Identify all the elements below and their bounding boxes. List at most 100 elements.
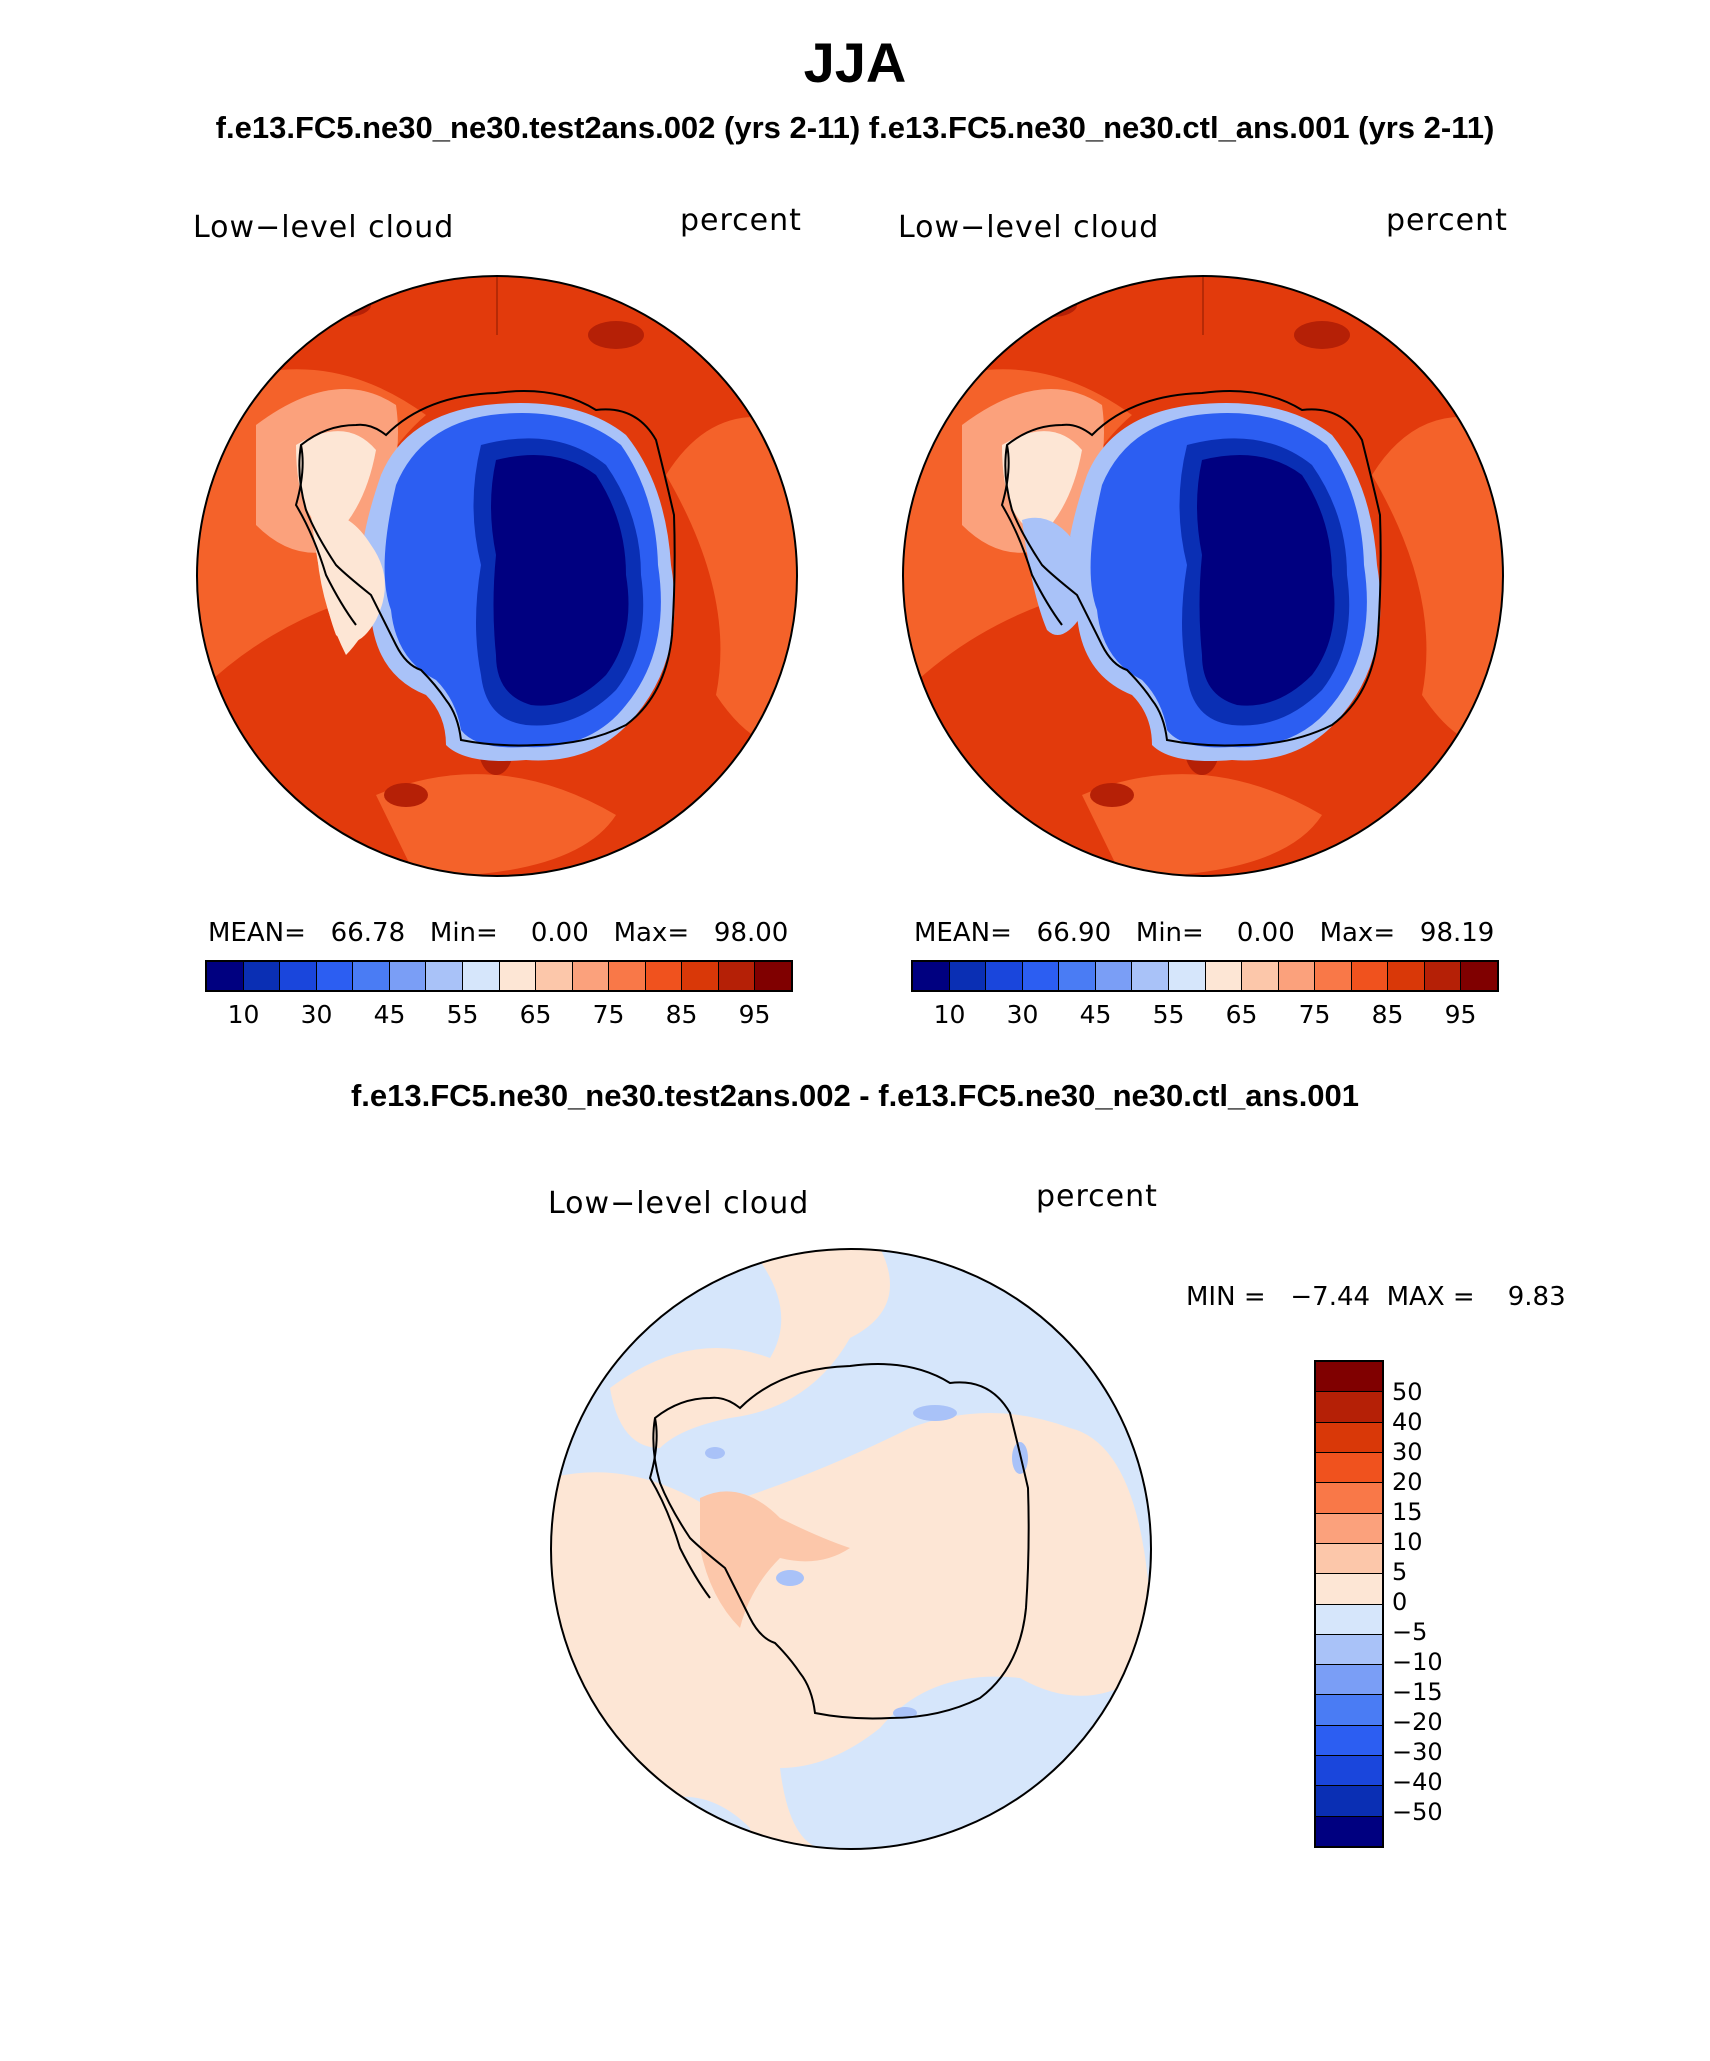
panel2-variable-label: Low−level cloud: [898, 210, 1160, 245]
colorbar-tick-label: 65: [519, 1000, 552, 1029]
colorbar-swatch: [718, 962, 756, 990]
colorbar-swatch: [207, 962, 244, 990]
panel2-stats: MEAN= 66.90 Min= 0.00 Max= 98.19: [914, 918, 1495, 948]
antarctica-coastline: [1004, 390, 1382, 747]
colorbar-swatch: [572, 962, 610, 990]
colorbar-tick-label: 0: [1392, 1588, 1408, 1616]
colorbar-tick-label: −15: [1392, 1678, 1443, 1706]
colorbar-swatch: [1388, 962, 1425, 990]
colorbar-swatch: [1316, 1756, 1382, 1787]
colorbar-tick-label: −10: [1392, 1648, 1443, 1676]
colorbar-swatch: [243, 962, 281, 990]
colorbar-tick-label: 95: [1444, 1000, 1477, 1029]
colorbar-swatch: [645, 962, 683, 990]
colorbar-swatch: [1316, 1604, 1382, 1635]
panel2-units-label: percent: [1386, 203, 1508, 238]
colorbar-tick-label: −50: [1392, 1798, 1443, 1826]
colorbar-swatch: [1132, 962, 1169, 990]
colorbar-swatch: [1242, 962, 1279, 990]
colorbar-swatch: [1316, 1665, 1382, 1696]
colorbar-tick-label: 45: [1079, 1000, 1112, 1029]
panel2-polar-map: [902, 275, 1504, 877]
colorbar-tick-label: −20: [1392, 1708, 1443, 1736]
colorbar-tick-label: 10: [1392, 1528, 1423, 1556]
colorbar-swatch: [1316, 1362, 1382, 1393]
panel2-colorbar: [911, 960, 1499, 992]
colorbar-tick-label: 20: [1392, 1468, 1423, 1496]
colorbar-swatch: [353, 962, 390, 990]
colorbar-swatch: [499, 962, 537, 990]
diff-min-max-stats: MIN = −7.44 MAX = 9.83: [1186, 1282, 1566, 1312]
colorbar-swatch: [682, 962, 719, 990]
colorbar-swatch: [1095, 962, 1133, 990]
antarctica-coastline: [652, 1363, 1030, 1720]
colorbar-tick-label: 65: [1225, 1000, 1258, 1029]
colorbar-swatch: [536, 962, 573, 990]
diff-variable-label: Low−level cloud: [548, 1186, 810, 1221]
map-border: [196, 275, 798, 877]
colorbar-swatch: [1316, 1513, 1382, 1544]
colorbar-tick-label: 75: [592, 1000, 625, 1029]
diff-polar-map: [550, 1248, 1152, 1850]
colorbar-swatch: [913, 962, 950, 990]
colorbar-swatch: [1205, 962, 1243, 990]
diff-units-label: percent: [1036, 1179, 1158, 1214]
colorbar-swatch: [1316, 1452, 1382, 1484]
colorbar-tick-label: −30: [1392, 1738, 1443, 1766]
colorbar-swatch: [389, 962, 427, 990]
colorbar-swatch: [1316, 1483, 1382, 1514]
colorbar-tick-label: −40: [1392, 1768, 1443, 1796]
colorbar-tick-label: 45: [373, 1000, 406, 1029]
colorbar-tick-label: 30: [1006, 1000, 1039, 1029]
colorbar-swatch: [949, 962, 987, 990]
colorbar-swatch: [316, 962, 354, 990]
colorbar-swatch: [1316, 1422, 1382, 1453]
colorbar-swatch: [1022, 962, 1060, 990]
colorbar-tick-label: 75: [1298, 1000, 1331, 1029]
colorbar-swatch: [609, 962, 646, 990]
panel1-polar-map: [196, 275, 798, 877]
panel1-variable-label: Low−level cloud: [193, 210, 455, 245]
colorbar-tick-label: 95: [738, 1000, 771, 1029]
colorbar-swatch: [1315, 962, 1352, 990]
colorbar-tick-label: 40: [1392, 1408, 1423, 1436]
panel1-stats: MEAN= 66.78 Min= 0.00 Max= 98.00: [208, 918, 789, 948]
colorbar-tick-label: 85: [665, 1000, 698, 1029]
colorbar-tick-label: 55: [446, 1000, 479, 1029]
colorbar-swatch: [1278, 962, 1316, 990]
colorbar-swatch: [1316, 1725, 1382, 1757]
colorbar-swatch: [280, 962, 317, 990]
panel1-units-label: percent: [680, 203, 802, 238]
colorbar-swatch: [426, 962, 463, 990]
colorbar-swatch: [1059, 962, 1096, 990]
colorbar-tick-label: 30: [1392, 1438, 1423, 1466]
panel1-colorbar: [205, 960, 793, 992]
colorbar-swatch: [1168, 962, 1206, 990]
diff-colorbar: [1314, 1360, 1384, 1848]
diff-title: f.e13.FC5.ne30_ne30.test2ans.002 - f.e13…: [350, 1078, 1360, 1113]
colorbar-swatch: [755, 962, 791, 990]
colorbar-swatch: [1351, 962, 1389, 990]
colorbar-tick-label: 85: [1371, 1000, 1404, 1029]
colorbar-tick-label: −5: [1392, 1618, 1428, 1646]
colorbar-tick-label: 55: [1152, 1000, 1185, 1029]
colorbar-swatch: [1461, 962, 1497, 990]
colorbar-swatch: [1316, 1695, 1382, 1726]
case-titles: f.e13.FC5.ne30_ne30.test2ans.002 (yrs 2-…: [215, 110, 1495, 145]
map-border: [550, 1248, 1152, 1850]
colorbar-swatch: [1316, 1574, 1382, 1605]
colorbar-swatch: [1316, 1816, 1382, 1846]
antarctica-coastline: [298, 390, 676, 747]
colorbar-swatch: [1424, 962, 1462, 990]
colorbar-swatch: [1316, 1786, 1382, 1817]
colorbar-swatch: [462, 962, 500, 990]
map-border: [902, 275, 1504, 877]
colorbar-tick-label: 15: [1392, 1498, 1423, 1526]
colorbar-swatch: [1316, 1634, 1382, 1666]
colorbar-tick-label: 50: [1392, 1378, 1423, 1406]
colorbar-swatch: [1316, 1543, 1382, 1575]
colorbar-tick-label: 10: [227, 1000, 260, 1029]
colorbar-tick-label: 30: [300, 1000, 333, 1029]
page-title: JJA: [803, 31, 907, 94]
colorbar-tick-label: 10: [933, 1000, 966, 1029]
